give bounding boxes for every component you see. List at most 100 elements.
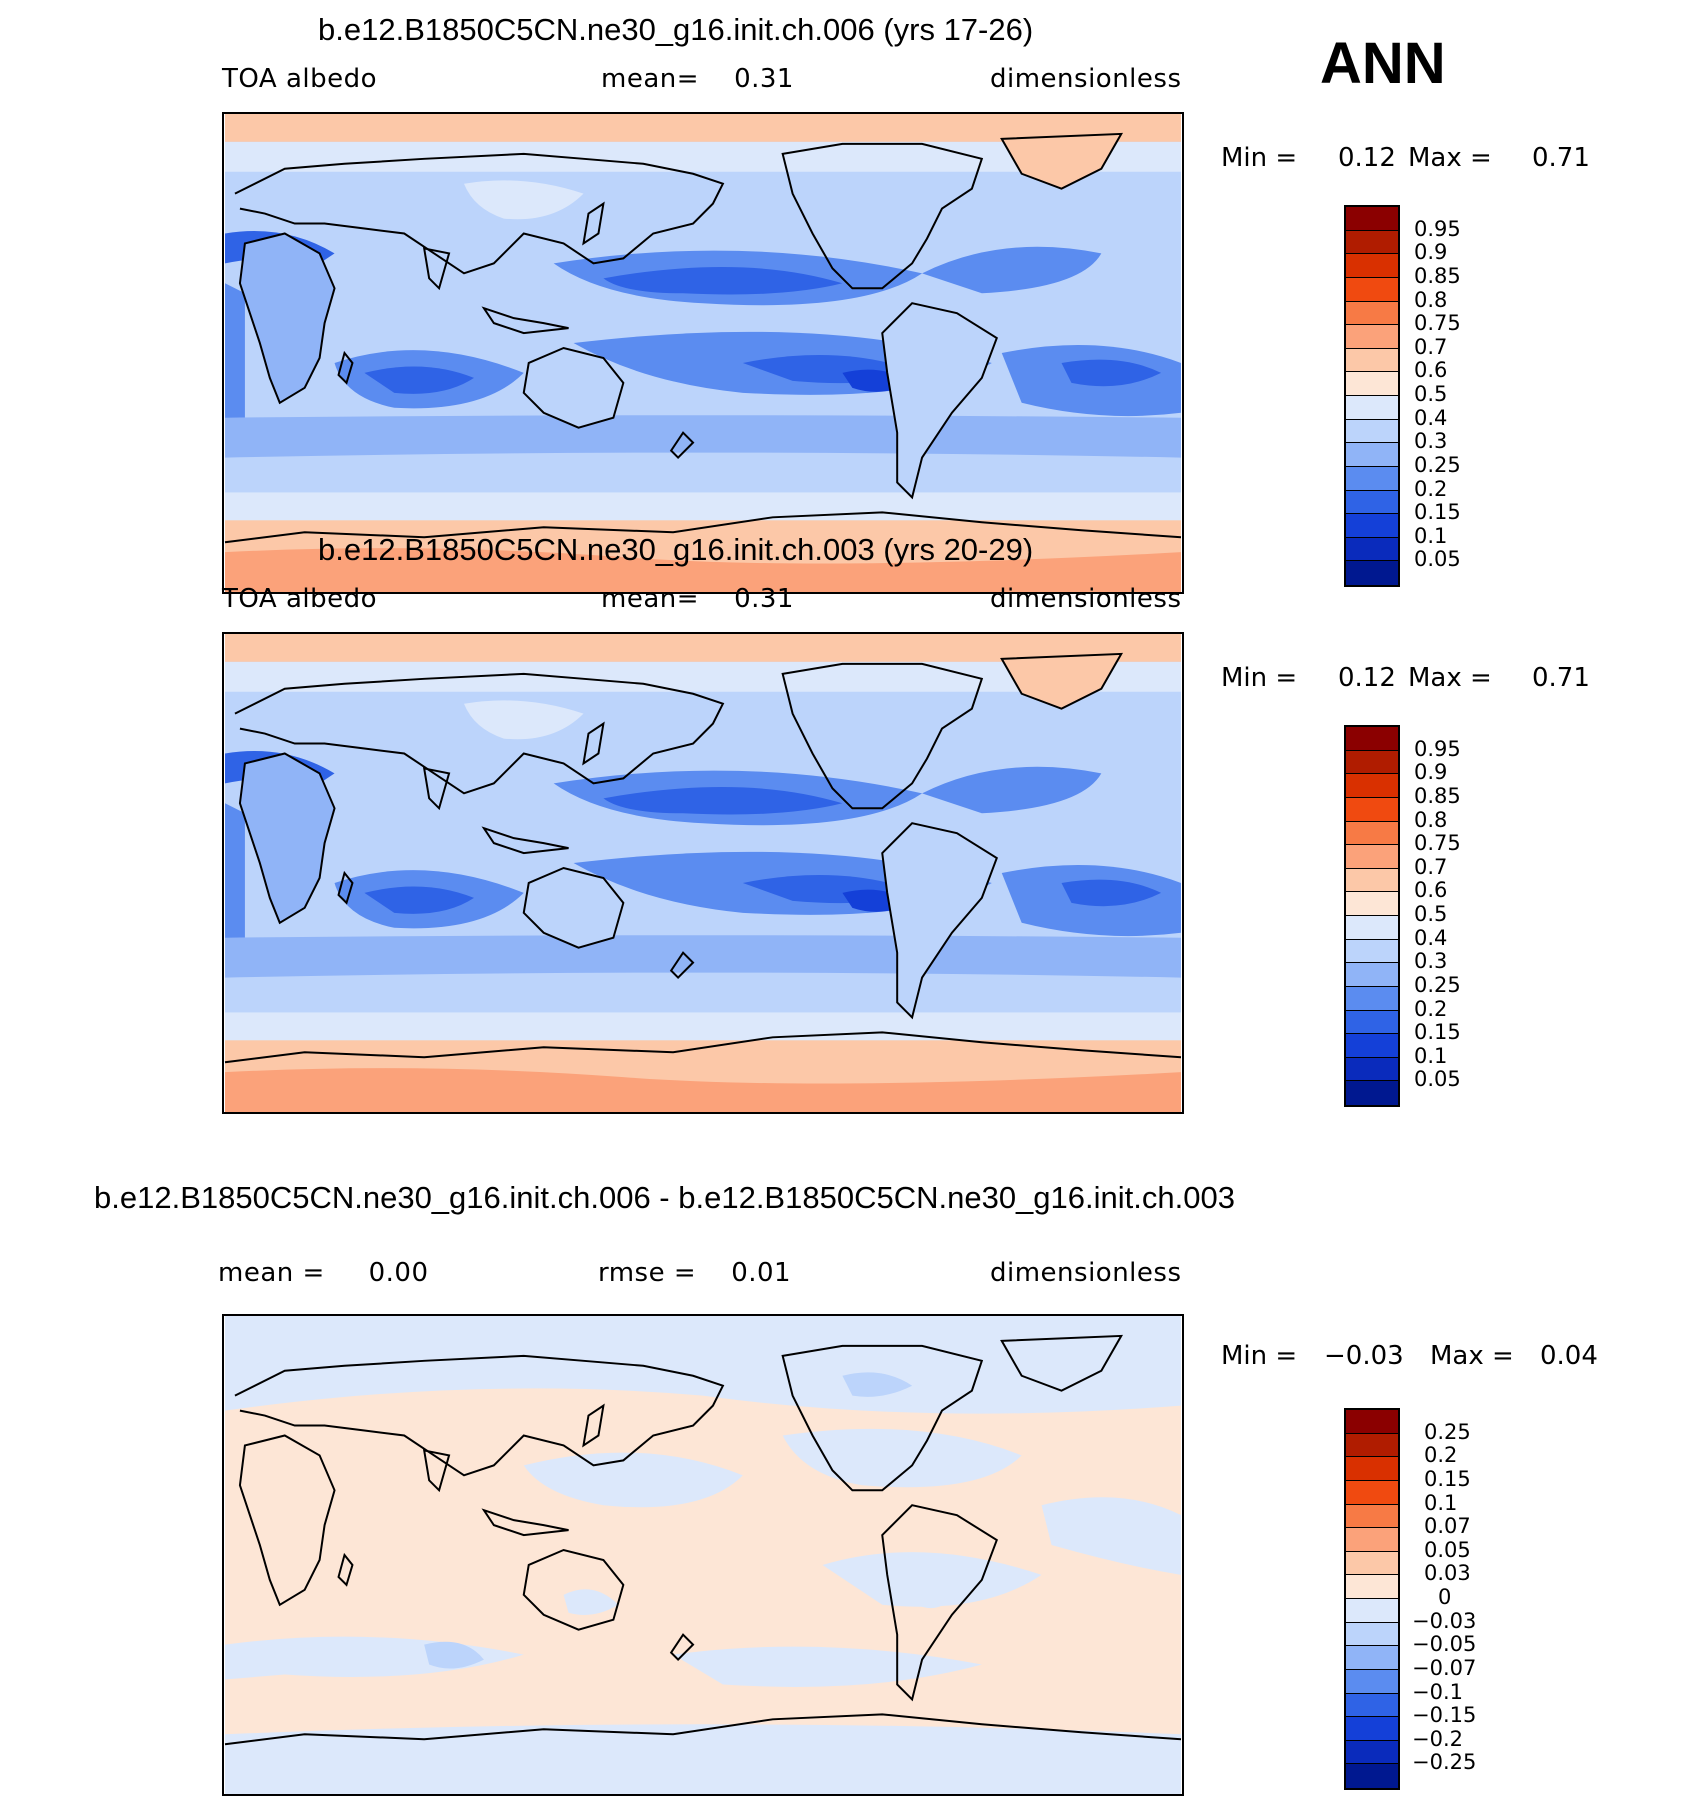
colorbar-tick-label: 0.85	[1414, 783, 1461, 808]
colorbar-tick-label: 0.4	[1414, 925, 1448, 950]
colorbar-box	[1346, 514, 1398, 538]
max-label: Max =	[1430, 1341, 1514, 1371]
colorbar-box	[1346, 537, 1398, 562]
colorbar-tick-label: 0.3	[1414, 949, 1448, 974]
max-label: Max =	[1408, 663, 1492, 693]
colorbar	[1344, 725, 1400, 1107]
colorbar-tick-label: 0.03	[1424, 1561, 1471, 1586]
colorbar-box	[1346, 1057, 1398, 1082]
colorbar-box	[1346, 1669, 1398, 1694]
colorbar-box	[1346, 1740, 1398, 1765]
min-value: 0.12	[1338, 663, 1396, 693]
panel-title: b.e12.B1850C5CN.ne30_g16.init.ch.006 - b…	[94, 1180, 1235, 1215]
colorbar-box	[1346, 1081, 1398, 1105]
colorbar-box	[1346, 1551, 1398, 1576]
min-label: Min =	[1221, 663, 1298, 693]
colorbar-box	[1346, 1575, 1398, 1599]
panel-left-label: mean = 0.00	[218, 1258, 429, 1288]
min-value: 0.12	[1338, 143, 1396, 173]
colorbar-box	[1346, 1717, 1398, 1741]
colorbar-box	[1346, 325, 1398, 349]
colorbar-tick-label: 0.25	[1414, 452, 1461, 477]
colorbar-box	[1346, 750, 1398, 775]
colorbar-box	[1346, 372, 1398, 396]
colorbar-tick-label: −0.05	[1412, 1632, 1477, 1657]
colorbar-box	[1346, 1034, 1398, 1058]
season-label: ANN	[1320, 31, 1446, 96]
colorbar-box	[1346, 1480, 1398, 1505]
colorbar-box	[1346, 845, 1398, 869]
colorbar-box	[1346, 1504, 1398, 1529]
colorbar-tick-label: −0.25	[1412, 1750, 1477, 1775]
colorbar-box	[1346, 1693, 1398, 1718]
colorbar-tick-label: 0.75	[1414, 831, 1461, 856]
colorbar-tick-label: 0.9	[1414, 240, 1448, 265]
colorbar-box	[1346, 277, 1398, 302]
colorbar-tick-label: 0.05	[1414, 547, 1461, 572]
colorbar-tick-label: 0.3	[1414, 429, 1448, 454]
colorbar-box	[1346, 963, 1398, 987]
colorbar	[1344, 205, 1400, 587]
colorbar-tick-label: 0.7	[1414, 334, 1448, 359]
colorbar-box	[1346, 1528, 1398, 1552]
colorbar-box	[1346, 348, 1398, 373]
colorbar-box	[1346, 774, 1398, 798]
colorbar-tick-label: 0.1	[1414, 1043, 1448, 1068]
max-label: Max =	[1408, 143, 1492, 173]
max-value: 0.04	[1540, 1341, 1598, 1371]
colorbar-box	[1346, 939, 1398, 964]
colorbar-box	[1346, 443, 1398, 467]
colorbar-tick-label: 0.7	[1414, 854, 1448, 879]
colorbar-tick-label: 0.2	[1414, 996, 1448, 1021]
colorbar-tick-label: 0.8	[1414, 807, 1448, 832]
colorbar-box	[1346, 1457, 1398, 1481]
colorbar-box	[1346, 986, 1398, 1011]
colorbar-tick-label: 0.4	[1414, 405, 1448, 430]
colorbar-box	[1346, 1599, 1398, 1623]
colorbar-box	[1346, 207, 1398, 231]
colorbar-box	[1346, 1622, 1398, 1647]
panel-right-label: dimensionless	[990, 584, 1182, 614]
panel-right-label: dimensionless	[990, 1258, 1182, 1288]
min-label: Min =	[1221, 1341, 1298, 1371]
colorbar-tick-label: 0.1	[1414, 523, 1448, 548]
contour-map	[222, 112, 1184, 594]
colorbar-tick-label: 0.75	[1414, 311, 1461, 336]
colorbar-box	[1346, 466, 1398, 491]
colorbar-box	[1346, 301, 1398, 326]
panel-title: b.e12.B1850C5CN.ne30_g16.init.ch.003 (yr…	[318, 532, 1034, 567]
colorbar-tick-label: 0.85	[1414, 263, 1461, 288]
colorbar-tick-label: 0.6	[1414, 358, 1448, 383]
max-value: 0.71	[1532, 143, 1590, 173]
colorbar-box	[1346, 561, 1398, 585]
colorbar-tick-label: 0	[1438, 1585, 1452, 1609]
panel-left-label: TOA albedo	[222, 584, 378, 614]
colorbar-tick-label: 0.05	[1424, 1537, 1471, 1562]
colorbar-box	[1346, 916, 1398, 940]
colorbar-tick-label: 0.5	[1414, 382, 1448, 406]
panel-center-label: rmse = 0.01	[598, 1258, 792, 1288]
colorbar-tick-label: 0.25	[1414, 972, 1461, 997]
colorbar-box	[1346, 1646, 1398, 1670]
colorbar-box	[1346, 254, 1398, 278]
colorbar-box	[1346, 230, 1398, 255]
colorbar-tick-label: 0.05	[1414, 1067, 1461, 1092]
colorbar	[1344, 1408, 1400, 1790]
panel-right-label: dimensionless	[990, 64, 1182, 94]
contour-map	[222, 1314, 1184, 1796]
panel-center-label: mean= 0.31	[601, 584, 794, 614]
colorbar-box	[1346, 797, 1398, 822]
colorbar-tick-label: −0.1	[1412, 1679, 1463, 1704]
colorbar-box	[1346, 419, 1398, 444]
colorbar-box	[1346, 892, 1398, 916]
colorbar-tick-label: 0.15	[1414, 1020, 1461, 1045]
panel-center-label: mean= 0.31	[601, 64, 794, 94]
colorbar-box	[1346, 727, 1398, 751]
colorbar-tick-label: 0.07	[1424, 1514, 1471, 1539]
colorbar-tick-label: 0.95	[1414, 736, 1461, 761]
colorbar-tick-label: 0.15	[1414, 500, 1461, 525]
panel-left-label: TOA albedo	[222, 64, 378, 94]
contour-map	[222, 632, 1184, 1114]
colorbar-tick-label: −0.15	[1412, 1703, 1477, 1728]
colorbar-tick-label: −0.07	[1412, 1655, 1477, 1680]
